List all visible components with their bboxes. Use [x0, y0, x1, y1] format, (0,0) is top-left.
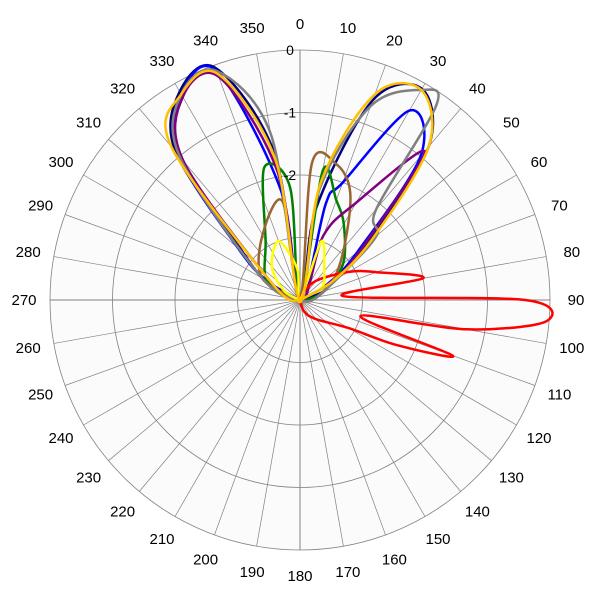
grid-spoke	[299, 299, 547, 344]
tick-labels: 0 10 20 30 40 50 60 70 80 90 100 110 120 130 140 150 160…	[11, 16, 584, 585]
grid-spoke	[139, 299, 301, 492]
angle-tick-label: 70	[551, 198, 568, 215]
grid-spoke	[64, 214, 301, 301]
grid-spoke	[299, 299, 492, 461]
angle-tick-label: 140	[465, 503, 490, 520]
grid-spoke	[299, 108, 461, 301]
angle-tick-label: 130	[499, 469, 524, 486]
angle-tick-label: 90	[568, 292, 585, 309]
angle-tick-label: 330	[149, 53, 174, 70]
angle-tick-label: 240	[48, 430, 73, 447]
series-line	[164, 69, 434, 304]
grid-spoke	[256, 299, 301, 547]
angle-tick-label: 220	[110, 503, 135, 520]
radial-tick-label: -2	[284, 167, 297, 183]
angle-tick-label: 0	[296, 16, 304, 33]
grid-spoke	[53, 256, 301, 301]
angle-tick-label: 120	[526, 430, 551, 447]
angle-tick-label: 190	[240, 564, 265, 581]
angle-tick-label: 210	[149, 531, 174, 548]
radial-tick-label: 0	[286, 42, 294, 58]
angle-tick-label: 280	[16, 244, 41, 261]
grid-spoke	[214, 299, 301, 536]
angle-tick-label: 150	[425, 531, 450, 548]
angle-tick-label: 80	[563, 244, 580, 261]
angle-tick-label: 160	[382, 551, 407, 568]
angle-tick-label: 260	[16, 340, 41, 357]
series-group	[164, 64, 554, 358]
grid-spoke	[299, 299, 344, 547]
angle-tick-label: 100	[559, 340, 584, 357]
angle-tick-label: 170	[335, 564, 360, 581]
angle-tick-label: 30	[430, 53, 447, 70]
radial-tick-label: -1	[284, 105, 297, 121]
grid-spoke	[174, 83, 301, 301]
angle-tick-label: 350	[240, 20, 265, 37]
angle-tick-label: 310	[76, 115, 101, 132]
angle-tick-label: 10	[340, 20, 357, 37]
grid-spoke	[299, 299, 386, 536]
grid-spoke	[299, 139, 492, 301]
angle-tick-label: 230	[76, 469, 101, 486]
grid-spoke	[174, 299, 301, 517]
angle-tick-label: 200	[193, 551, 218, 568]
grid-spoke	[299, 299, 536, 386]
grid-spoke	[299, 214, 536, 301]
grid-spoke	[214, 64, 301, 301]
angle-tick-label: 20	[386, 33, 403, 50]
grid-spoke	[299, 299, 517, 426]
grid-spoke	[64, 299, 301, 386]
grid-spoke	[299, 299, 461, 492]
angle-tick-label: 320	[110, 81, 135, 98]
angle-tick-label: 250	[28, 386, 53, 403]
angle-tick-label: 180	[287, 568, 312, 585]
angle-tick-label: 40	[469, 81, 486, 98]
angle-tick-label: 300	[48, 154, 73, 171]
angle-tick-label: 60	[531, 154, 548, 171]
angle-tick-label: 110	[547, 386, 571, 403]
angle-tick-label: 340	[193, 33, 218, 50]
grid-spoke	[299, 299, 426, 517]
angle-tick-label: 270	[11, 292, 36, 309]
grid-spoke	[108, 299, 301, 461]
grid-spoke	[108, 139, 301, 301]
angle-tick-label: 290	[28, 198, 53, 215]
series-line	[298, 269, 554, 358]
grid-spoke	[53, 299, 301, 344]
grid-spoke	[299, 83, 426, 301]
grid-spoke	[83, 299, 301, 426]
angle-tick-label: 50	[503, 115, 520, 132]
